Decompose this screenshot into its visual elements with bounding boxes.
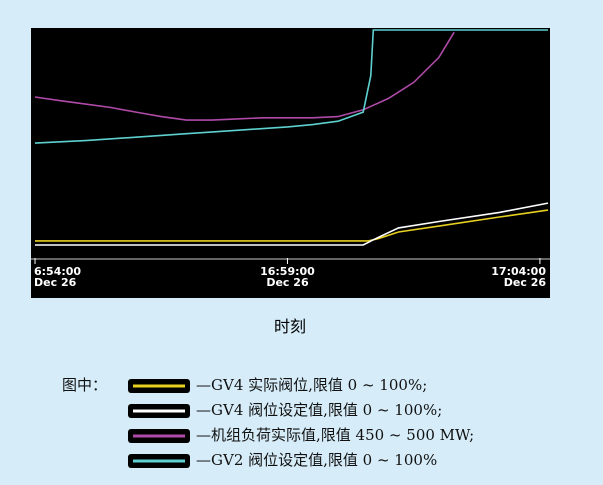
x-axis-label: 时刻 [274,317,306,336]
legend-label: —机组负荷实际值,限值 450 ~ 500 MW; [196,426,474,444]
x-tick-label: 6:54:00 Dec 26 [34,265,81,289]
legend-label: —GV4 实际阀位,限值 0 ~ 100%; [196,376,427,394]
legend-label: —GV4 阀位设定值,限值 0 ~ 100%; [196,401,442,419]
series-line [35,202,549,246]
x-tick-label: 16:59:00 Dec 26 [260,265,315,289]
series-line [34,31,455,121]
legend-title: 图中： [62,376,107,394]
plot-background [31,28,550,298]
x-tick-label: 17:04:00 Dec 26 [491,265,546,289]
series-line [35,209,549,242]
series-line [34,29,548,144]
legend-label: —GV2 阀位设定值,限值 0 ~ 100% [196,451,437,469]
